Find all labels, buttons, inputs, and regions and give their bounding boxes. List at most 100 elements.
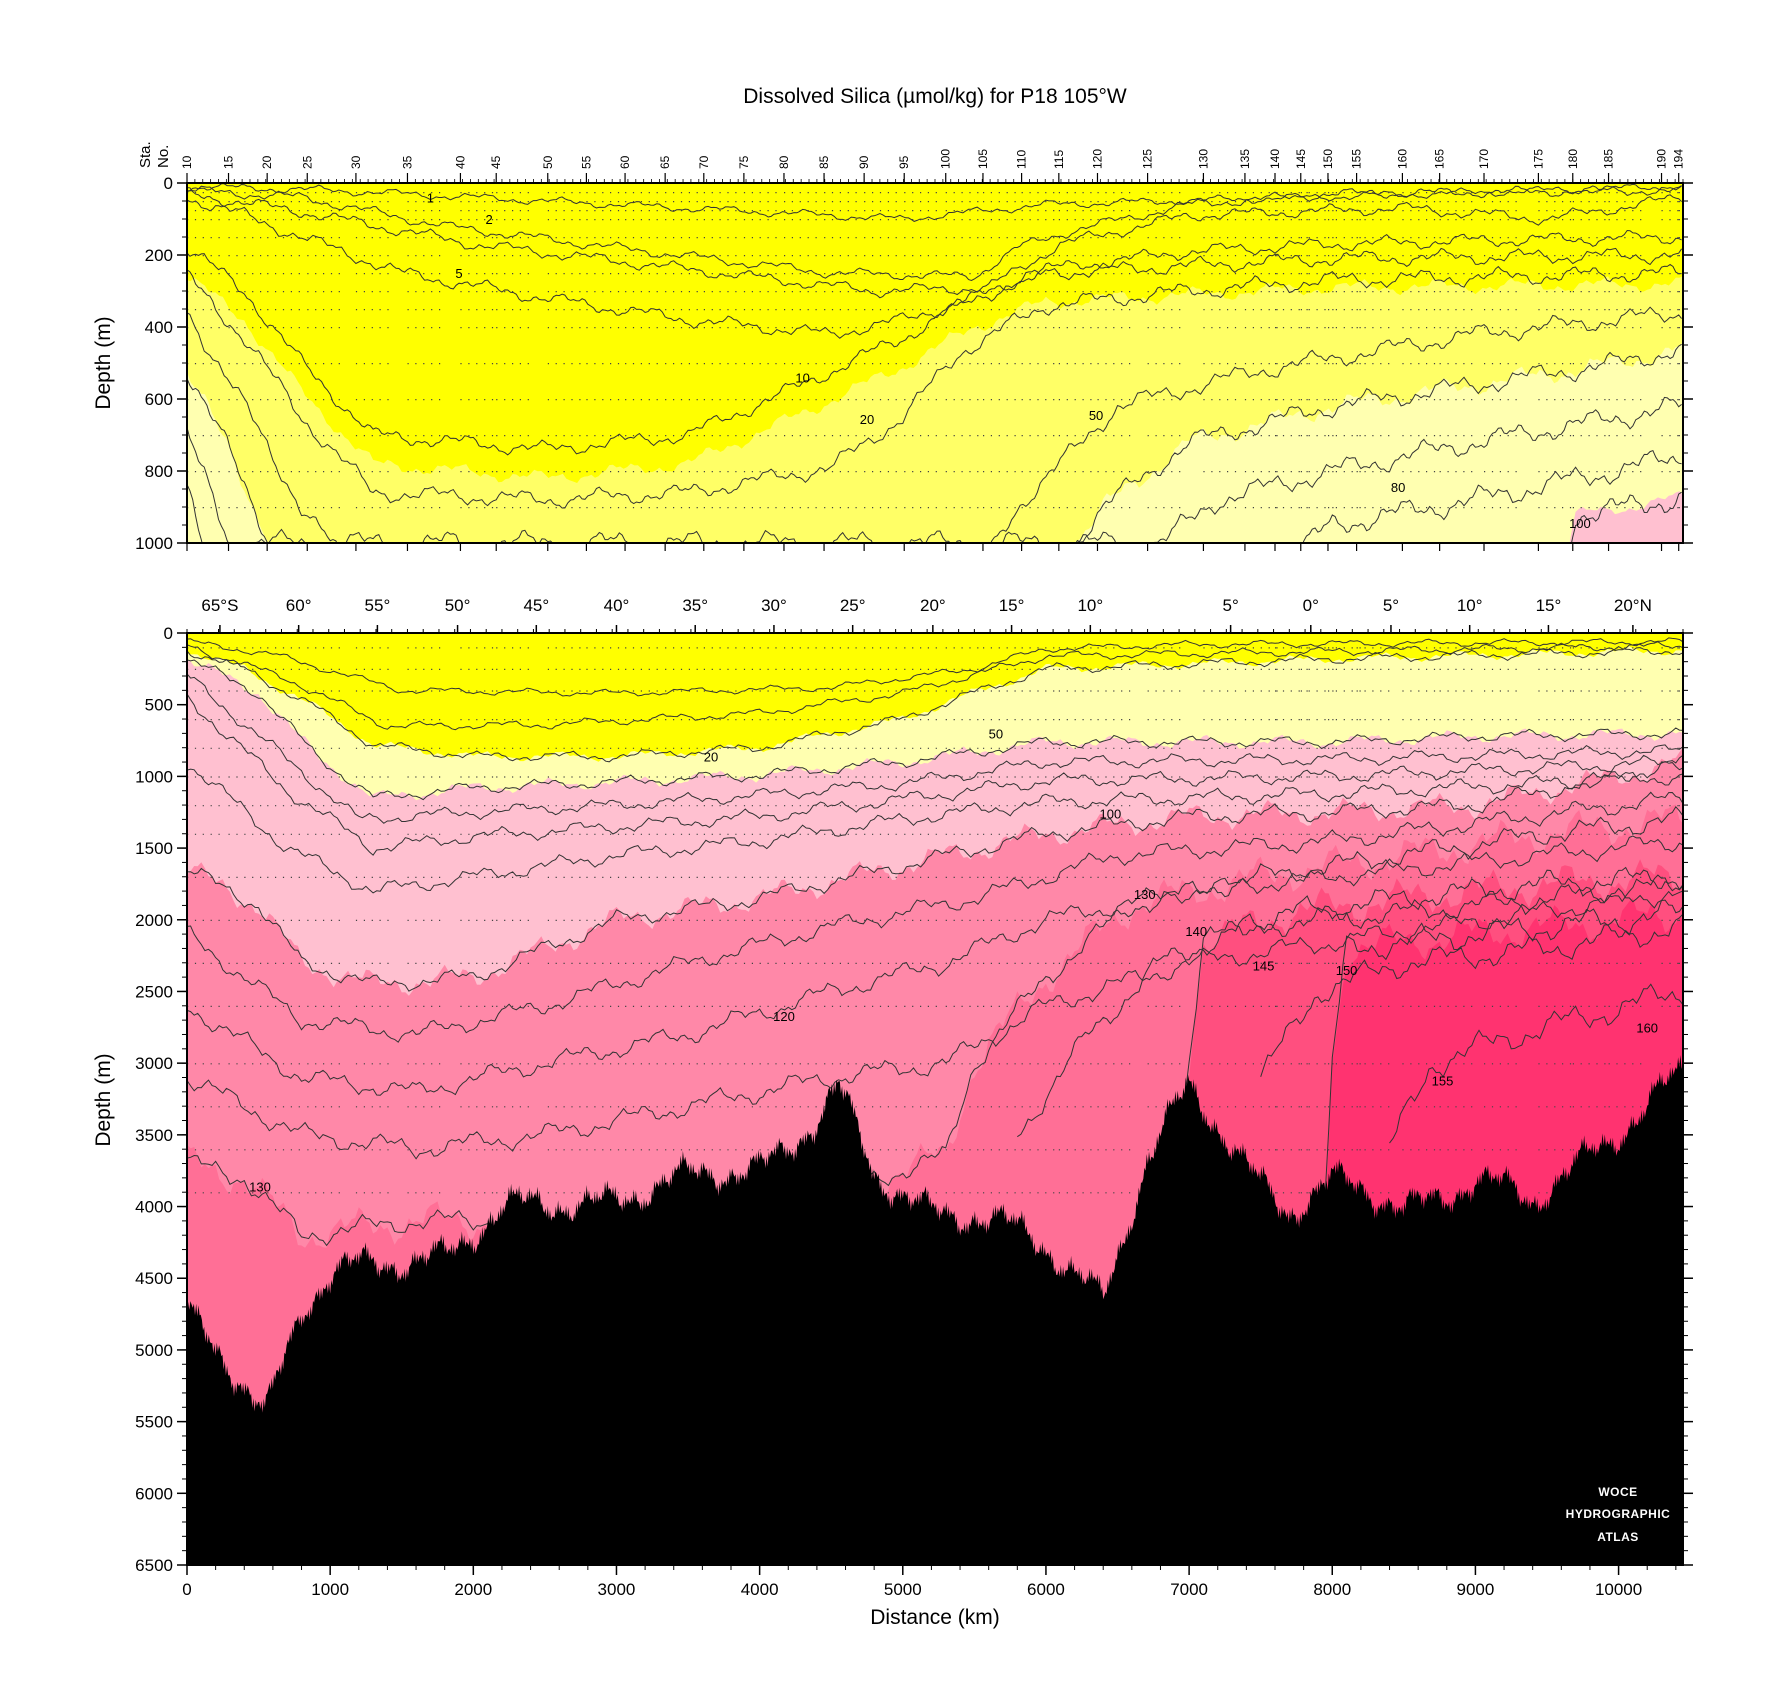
lower-y-axis: 0 500 1000 1500 2000 2500 3000 3500 4000 4500 5000…	[135, 624, 1693, 1575]
station-label: 35	[400, 155, 414, 169]
lower-contour-line-6	[187, 768, 1683, 894]
station-label: 15	[222, 155, 236, 169]
lower-contour-line-14	[1260, 913, 1683, 1077]
station-label: 20	[260, 155, 274, 169]
lower-contour-line-7	[187, 754, 1683, 992]
lower-y-tick-label: 2500	[135, 982, 173, 1001]
lower-contour-line-8	[187, 791, 1683, 1043]
station-label: 180	[1566, 149, 1580, 169]
station-label: 130	[1196, 149, 1210, 169]
station-label: 110	[1015, 150, 1029, 169]
upper-color-fill	[187, 183, 1683, 543]
lower-dot-grid	[187, 647, 1680, 1194]
station-label: 120	[1090, 149, 1104, 169]
lower-y-tick-label: 1000	[135, 767, 173, 786]
lower-panel: 0500100015002000250030003500400045005000…	[92, 596, 1693, 1629]
lower-contour-line-0	[187, 637, 1683, 697]
latitude-label: 40°	[604, 596, 630, 615]
upper-contour-line-8	[187, 396, 1682, 543]
lower-contour-line-10	[187, 887, 1683, 1160]
x-tick-label: 3000	[598, 1580, 636, 1599]
upper-contour-label: 80	[1391, 480, 1405, 495]
lower-y-axis-title: Depth (m)	[92, 1053, 115, 1146]
upper-contour-line-1	[187, 185, 1682, 282]
upper-contour-line-0	[187, 183, 1682, 222]
latitude-label: 45°	[523, 596, 549, 615]
station-label: 85	[817, 155, 831, 169]
station-label: 90	[857, 155, 871, 169]
station-label: 50	[541, 155, 555, 169]
upper-y-tick-label: 800	[145, 462, 173, 481]
station-label: 160	[1395, 149, 1409, 169]
logo-line-3: ATLAS	[1597, 1530, 1639, 1544]
latitude-label: 20°	[920, 596, 946, 615]
lower-contour-line-15	[1307, 899, 1683, 1565]
lower-contour-line-9	[187, 835, 1683, 1096]
station-label: 125	[1141, 149, 1155, 169]
x-axis: 0 1000 2000 3000 4000 5000 6000 7000 8000 9000 100…	[182, 1565, 1677, 1599]
lower-contour-line-12	[1017, 874, 1683, 1138]
x-tick-label: 10000	[1595, 1580, 1642, 1599]
station-label: 70	[697, 155, 711, 169]
lower-frame	[186, 632, 1684, 1566]
lower-y-tick-label: 500	[145, 696, 173, 715]
upper-contour-line-9	[187, 449, 1682, 543]
station-label: 65	[658, 155, 672, 169]
station-label: 40	[453, 155, 467, 169]
station-label: 10	[180, 155, 194, 169]
station-label: 194	[1672, 149, 1686, 169]
lower-contour-label: 140	[1185, 924, 1207, 939]
upper-contour-label: 50	[1089, 408, 1103, 423]
upper-contour-label: 100	[1569, 516, 1591, 531]
station-label: 80	[777, 155, 791, 169]
x-tick-label: 4000	[741, 1580, 779, 1599]
upper-y-tick-label: 0	[164, 174, 173, 193]
lower-contour-line-3	[187, 659, 1683, 801]
station-label: 150	[1321, 149, 1335, 169]
lower-y-tick-label: 3000	[135, 1054, 173, 1073]
lower-contour-label: 100	[1100, 807, 1122, 822]
lower-y-tick-label: 6000	[135, 1484, 173, 1503]
station-label: 75	[737, 155, 751, 169]
lower-contour-line-5	[187, 693, 1683, 856]
x-tick-label: 8000	[1313, 1580, 1351, 1599]
lower-y-tick-label: 2000	[135, 911, 173, 930]
upper-contour-label: 20	[860, 412, 874, 427]
x-tick-label: 6000	[1027, 1580, 1065, 1599]
upper-band-2	[187, 341, 1683, 543]
lower-contour-label: 160	[1636, 1020, 1658, 1035]
x-tick-label: 9000	[1457, 1580, 1495, 1599]
logo-line-2: HYDROGRAPHIC	[1566, 1507, 1671, 1521]
lower-y-tick-label: 4000	[135, 1198, 173, 1217]
station-label: 55	[579, 155, 593, 169]
upper-contour-labels: 1 2 5 10 20 50 80 100	[427, 190, 1591, 531]
lower-contour-line-4	[187, 673, 1683, 824]
lower-y-tick-label: 1500	[135, 839, 173, 858]
upper-contour-label: 10	[795, 370, 809, 385]
station-label: 100	[939, 149, 953, 169]
latitude-label: 60°	[286, 596, 312, 615]
lower-y-tick-label: 3500	[135, 1126, 173, 1145]
x-tick-label: 0	[182, 1580, 191, 1599]
station-label: 30	[349, 155, 363, 169]
latitude-label: 10°	[1077, 596, 1103, 615]
latitude-label: 20°N	[1614, 596, 1652, 615]
upper-contour-line-2	[187, 187, 1682, 299]
station-label: 140	[1268, 149, 1282, 169]
upper-y-tick-label: 1000	[135, 534, 173, 553]
upper-contour-line-3	[187, 199, 1682, 339]
upper-contour-label: 1	[427, 190, 434, 205]
lower-y-tick-label: 5000	[135, 1341, 173, 1360]
latitude-label: 65°S	[201, 596, 238, 615]
station-label: 185	[1602, 149, 1616, 169]
logo-line-1: WOCE	[1598, 1485, 1637, 1499]
chart-title: Dissolved Silica (µmol/kg) for P18 105°W	[743, 85, 1127, 108]
lower-y-tick-label: 5500	[135, 1413, 173, 1432]
station-axis: 10 15 20 25 30 35 40 45 50 55 60 65 70 75 80 85 90 95 100 1…	[180, 149, 1686, 551]
upper-y-axis: 0 200 400 600 800 1000	[135, 174, 1693, 553]
latitude-label: 35°	[682, 596, 708, 615]
lower-contour-line-1	[187, 641, 1683, 731]
station-label: 25	[300, 155, 314, 169]
latitude-label: 15°	[999, 596, 1025, 615]
